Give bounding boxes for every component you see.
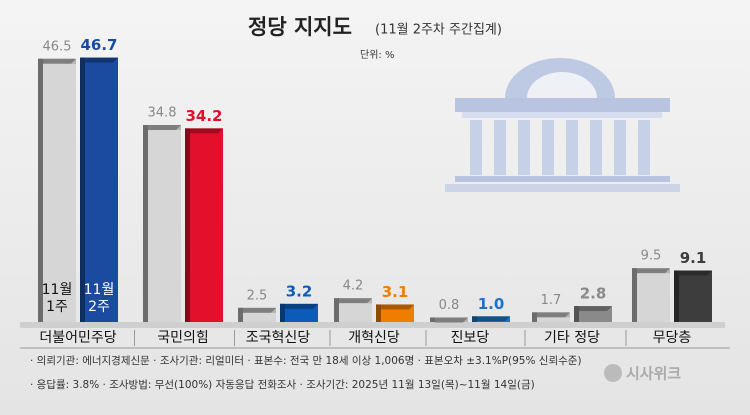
value-label: 3.2	[286, 282, 313, 300]
bar-side	[280, 303, 318, 309]
bar-group	[185, 128, 223, 322]
value-label: 2.5	[247, 288, 268, 303]
bar-side	[430, 317, 468, 323]
bar-face	[190, 133, 223, 322]
bar-face	[381, 309, 414, 322]
value-label: 4.2	[343, 279, 364, 294]
bar-edge	[430, 317, 435, 322]
bar-face	[43, 63, 76, 323]
bar-edge	[674, 270, 679, 322]
bar-face	[243, 312, 276, 322]
bar-edge	[632, 268, 637, 322]
bar-side	[185, 128, 223, 134]
x-tick-label: 무당층	[653, 330, 692, 346]
bar-group	[376, 304, 414, 322]
bar-side	[574, 306, 612, 312]
value-label: 46.5	[43, 39, 72, 54]
value-label: 9.5	[641, 249, 662, 264]
bar-group	[674, 270, 712, 322]
bar-face	[148, 130, 181, 322]
bar-side	[472, 316, 510, 322]
bar-edge	[38, 58, 43, 323]
bar-group	[38, 58, 76, 323]
value-label: 1.7	[541, 293, 562, 308]
value-label: 1.0	[478, 295, 505, 313]
legend-text: 11월 1주	[41, 282, 73, 315]
building-illustration	[445, 58, 680, 192]
bar-group	[280, 303, 318, 322]
logo: 시사위크	[626, 365, 681, 383]
note: · 의뢰기관: 에너지경제신문 · 조사기관: 리얼미터 · 표본수: 전국 만…	[30, 354, 582, 367]
bar-face	[679, 275, 712, 322]
value-label: 2.8	[580, 285, 607, 303]
bar-edge	[185, 128, 190, 322]
chart-title: 정당 지지도	[248, 15, 352, 39]
bar-side	[38, 58, 76, 64]
bar-edge	[532, 312, 537, 322]
bar-face	[537, 317, 570, 322]
unit-label: 단위: %	[360, 48, 394, 61]
bar-side	[376, 304, 414, 310]
bar-side	[532, 312, 570, 318]
note: · 응답률: 3.8% · 조사방법: 무선(100%) 자동응답 전화조사 ·…	[30, 378, 535, 391]
bar-edge	[376, 304, 381, 322]
value-label: 34.8	[148, 106, 177, 121]
bar-side	[238, 307, 276, 313]
floor	[20, 322, 725, 328]
value-label: 9.1	[680, 249, 707, 267]
bar-side	[674, 270, 712, 276]
bar-group	[143, 125, 181, 322]
bar-group	[334, 298, 372, 322]
bar-edge	[280, 303, 285, 322]
bar-edge	[574, 306, 579, 322]
x-tick-label: 조국혁신당	[246, 330, 311, 346]
bar-edge	[143, 125, 148, 322]
x-tick-label: 기타 정당	[544, 330, 600, 346]
legend-label: 11월 1주	[41, 282, 73, 315]
bar-group	[574, 306, 612, 322]
bar-side	[143, 125, 181, 131]
value-label: 0.8	[439, 298, 460, 313]
bar-group	[472, 316, 510, 322]
bar-side	[334, 298, 372, 304]
logo-icon	[604, 364, 622, 382]
bar-edge	[80, 57, 85, 322]
bar-group	[430, 317, 468, 323]
value-label: 3.1	[382, 283, 409, 301]
bar-face	[637, 273, 670, 322]
bar-group	[238, 307, 276, 322]
bar-edge	[472, 316, 477, 322]
bar-side	[632, 268, 670, 274]
x-tick-label: 진보당	[451, 330, 490, 346]
bar-side	[80, 57, 118, 63]
legend-text: 11월 2주	[83, 282, 115, 315]
bar-face	[285, 308, 318, 322]
x-tick-label: 더불어민주당	[39, 330, 116, 346]
bar-group	[532, 312, 570, 322]
bar-group	[632, 268, 670, 322]
bar-edge	[238, 307, 243, 322]
value-label: 46.7	[80, 36, 117, 54]
bar-face	[579, 311, 612, 322]
x-tick-label: 국민의힘	[157, 330, 209, 346]
bar-face	[477, 321, 510, 322]
bar-group	[80, 57, 118, 322]
legend-label: 11월 2주	[83, 282, 115, 315]
value-label: 34.2	[185, 107, 222, 125]
bar-face	[85, 62, 118, 322]
x-tick-label: 개혁신당	[348, 330, 400, 346]
bar-face	[339, 303, 372, 322]
chart-subtitle: (11월 2주차 주간집계)	[375, 23, 502, 38]
bar-edge	[334, 298, 339, 322]
